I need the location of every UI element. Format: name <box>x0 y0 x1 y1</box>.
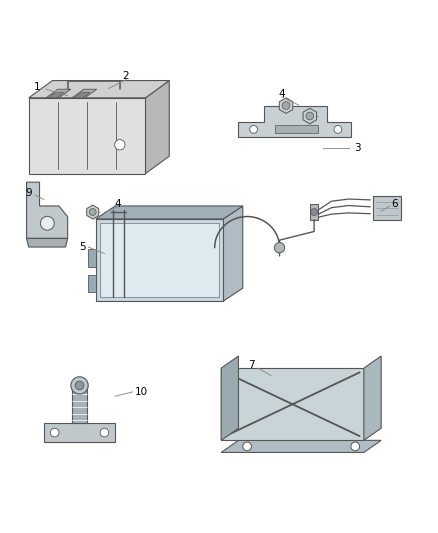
Polygon shape <box>29 98 145 174</box>
Circle shape <box>274 243 285 253</box>
Polygon shape <box>275 125 318 133</box>
Circle shape <box>351 442 360 451</box>
Polygon shape <box>279 98 293 114</box>
Text: 4: 4 <box>114 199 121 209</box>
Polygon shape <box>310 204 318 220</box>
Polygon shape <box>221 368 364 440</box>
Text: 6: 6 <box>391 199 397 209</box>
Text: 9: 9 <box>25 188 32 198</box>
Polygon shape <box>96 219 223 301</box>
Polygon shape <box>221 356 238 440</box>
Polygon shape <box>364 356 381 440</box>
Polygon shape <box>29 80 169 98</box>
Circle shape <box>334 126 342 133</box>
Polygon shape <box>96 206 243 219</box>
Circle shape <box>89 208 96 215</box>
Circle shape <box>100 428 109 437</box>
Polygon shape <box>223 206 243 301</box>
Text: 1: 1 <box>34 82 41 92</box>
Polygon shape <box>238 107 351 137</box>
Polygon shape <box>88 249 96 266</box>
Text: 5: 5 <box>79 242 86 252</box>
Text: 7: 7 <box>248 360 255 370</box>
Polygon shape <box>145 80 169 174</box>
Text: 4: 4 <box>279 88 285 99</box>
Polygon shape <box>27 238 67 247</box>
Text: 10: 10 <box>134 387 148 397</box>
Circle shape <box>243 442 251 451</box>
Circle shape <box>40 216 54 230</box>
Polygon shape <box>74 93 90 98</box>
Polygon shape <box>303 108 317 124</box>
Polygon shape <box>372 196 401 220</box>
Polygon shape <box>100 223 219 297</box>
Circle shape <box>311 208 318 215</box>
Polygon shape <box>87 205 99 219</box>
Circle shape <box>306 112 314 120</box>
Circle shape <box>50 428 59 437</box>
Polygon shape <box>221 440 381 453</box>
Polygon shape <box>72 385 87 424</box>
Polygon shape <box>72 89 97 98</box>
Polygon shape <box>44 424 115 442</box>
Circle shape <box>282 102 290 109</box>
Polygon shape <box>88 275 96 293</box>
Polygon shape <box>46 89 71 98</box>
Circle shape <box>250 126 258 133</box>
Circle shape <box>75 381 84 390</box>
Circle shape <box>115 140 125 150</box>
Text: 3: 3 <box>354 143 361 152</box>
Polygon shape <box>27 182 67 238</box>
Text: 2: 2 <box>123 71 129 81</box>
Polygon shape <box>48 93 64 98</box>
Circle shape <box>71 377 88 394</box>
